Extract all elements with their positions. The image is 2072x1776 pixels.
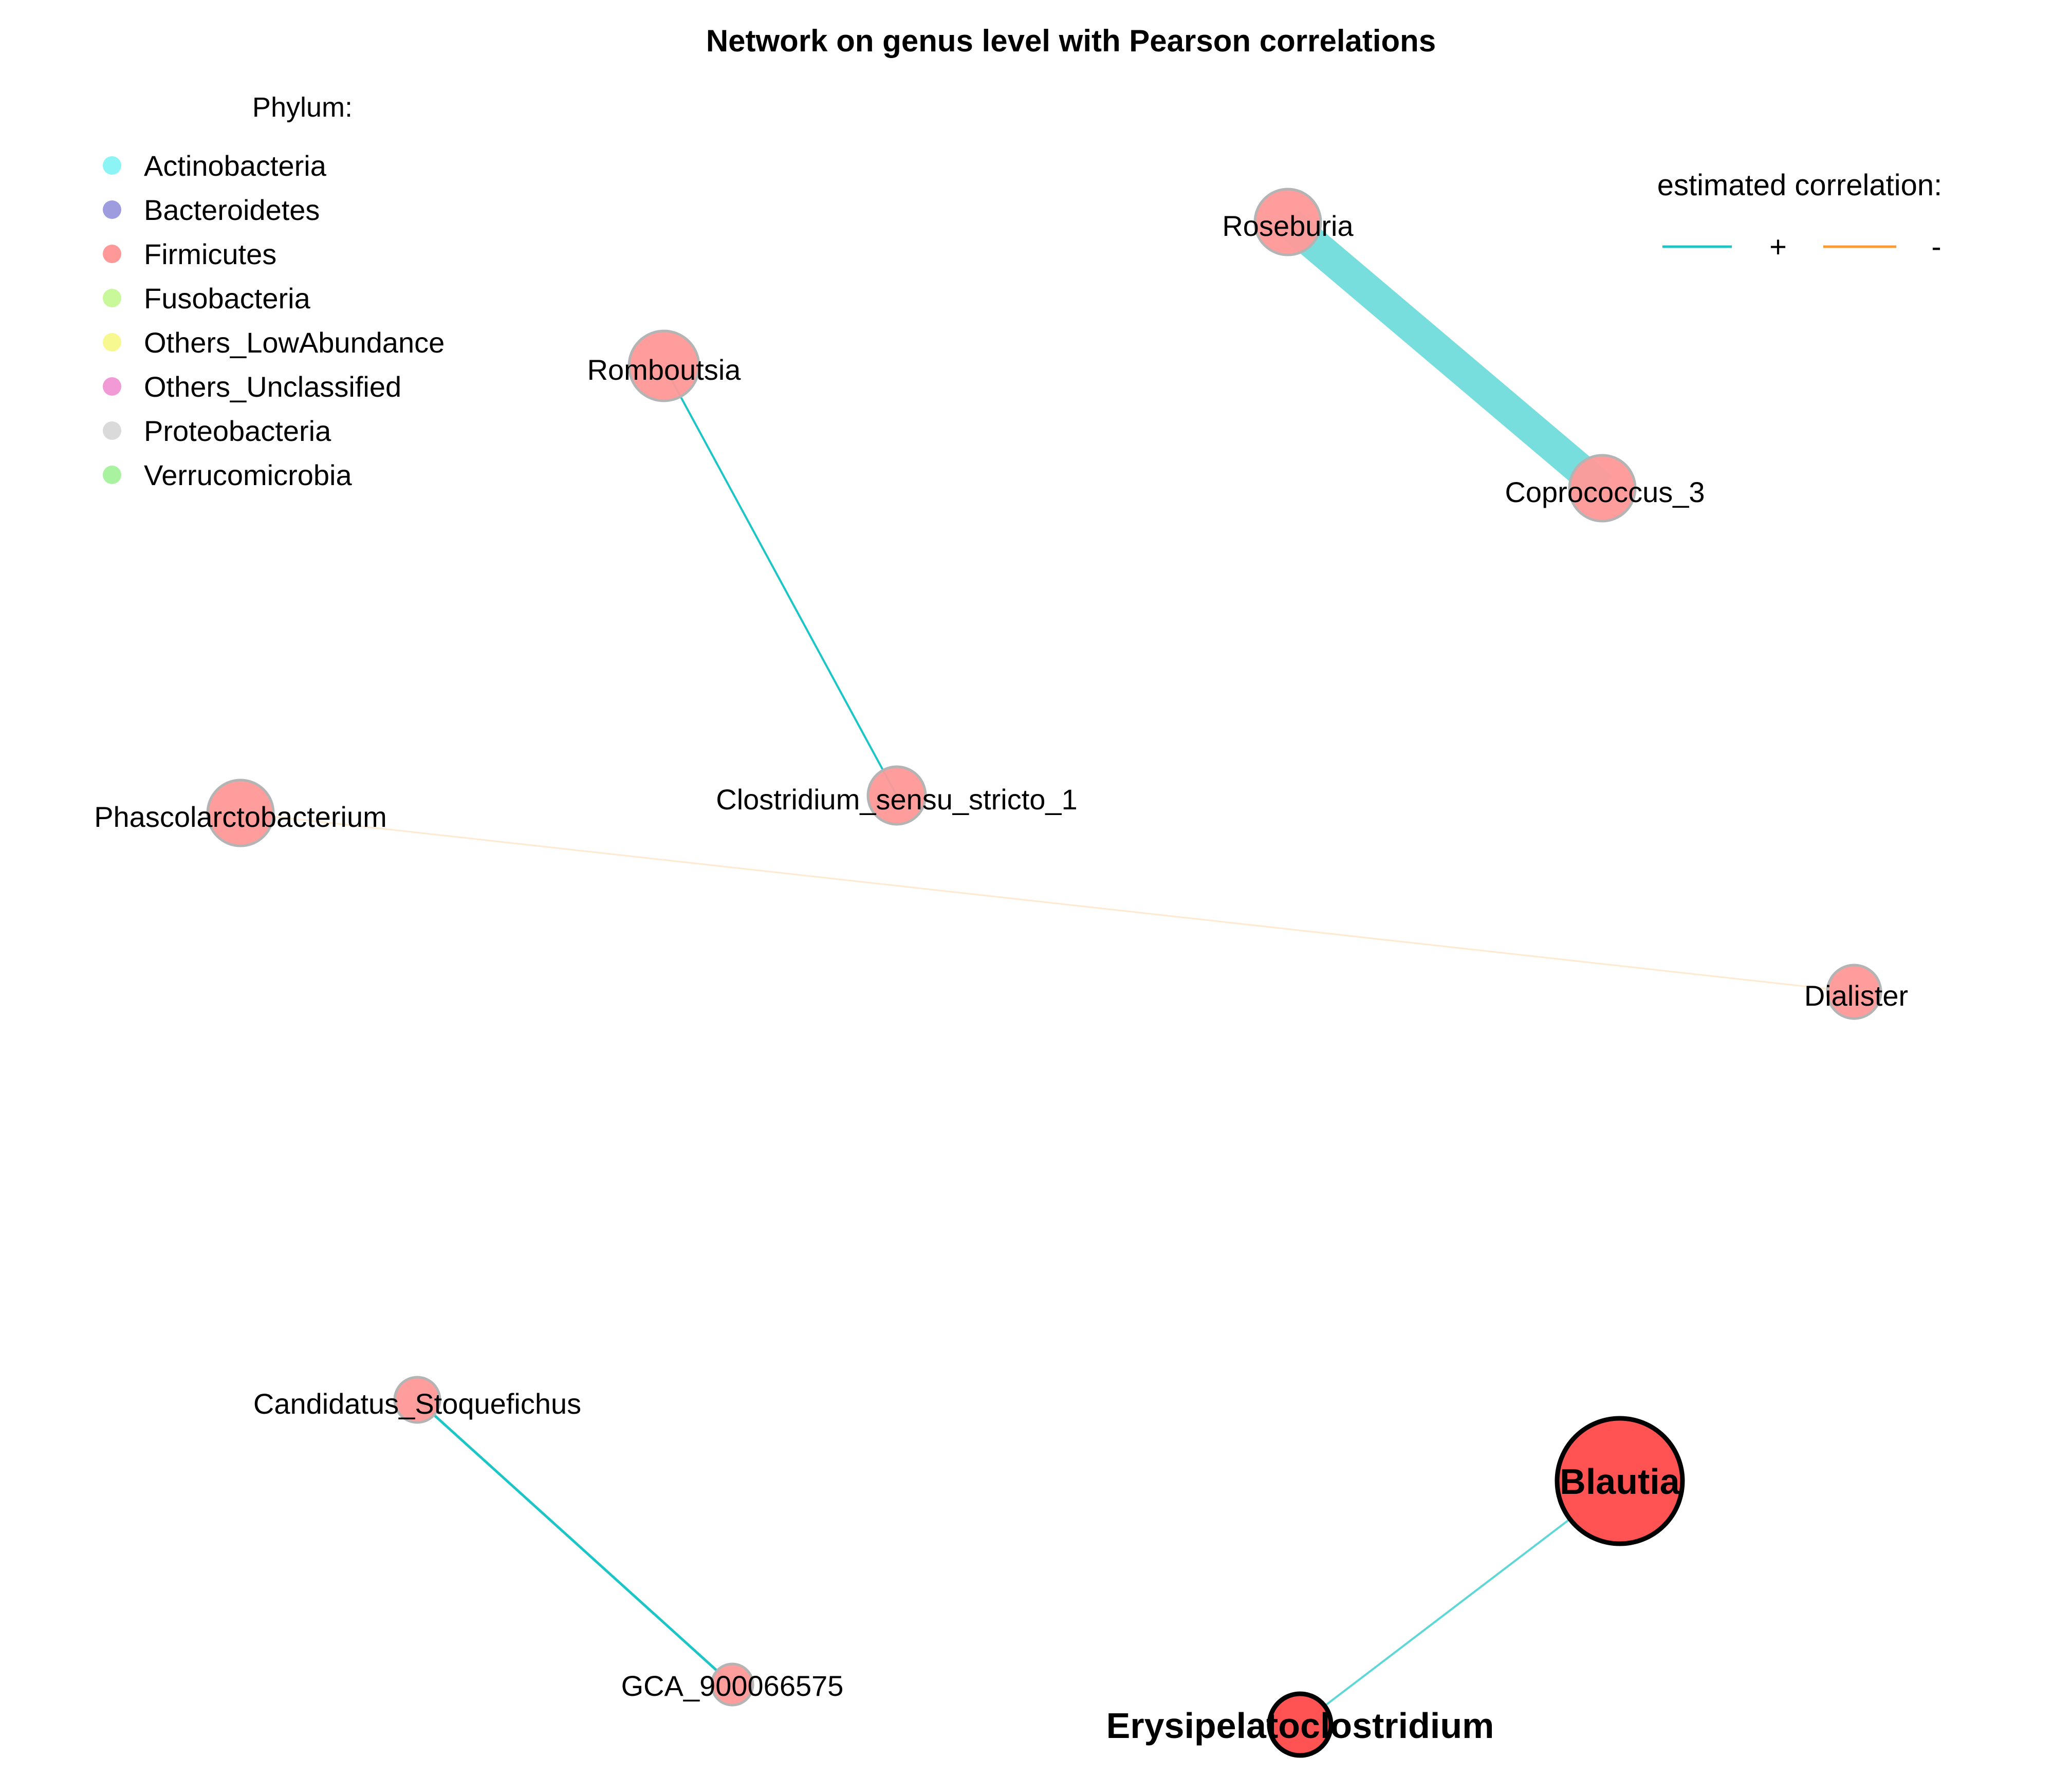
phylum-legend: Phylum: Actinobacteria Bacteroidetes Firmi… (103, 92, 445, 491)
phylum-legend-swatch-fusobacteria (103, 289, 121, 307)
node-roseburia (1253, 188, 1322, 256)
node-dialister (1826, 964, 1882, 1020)
phylum-legend-swatch-firmicutes (103, 245, 121, 263)
phylum-legend-swatch-others-unclassified (103, 377, 121, 396)
edge-phascolarctobacterium-to-dialister (240, 812, 1855, 993)
phylum-legend-swatch-bacteroidetes (103, 200, 121, 219)
node-blautia (1555, 1416, 1685, 1546)
phylum-legend-label-others-unclassified: Others_Unclassified (144, 371, 401, 403)
node-label-gca-900066575: GCA_900066575 (621, 1670, 844, 1702)
network-labels: Roseburia Coprococcus_3 Romboutsia Clostrid… (94, 210, 1908, 1746)
node-gca-900066575 (710, 1662, 754, 1707)
edge-roseburia-to-coprococcus-3 (1277, 210, 1613, 501)
node-label-phascolarctobacterium: Phascolarctobacterium (94, 801, 387, 833)
node-label-roseburia: Roseburia (1222, 210, 1354, 242)
node-phascolarctobacterium (206, 779, 275, 847)
node-erysipelatoclostridium (1267, 1691, 1334, 1758)
phylum-legend-label-proteobacteria: Proteobacteria (144, 415, 331, 447)
correlation-legend-heading: estimated correlation: (1657, 169, 1942, 202)
phylum-legend-label-bacteroidetes: Bacteroidetes (144, 194, 320, 226)
phylum-legend-label-firmicutes: Firmicutes (144, 238, 276, 270)
phylum-legend-label-actinobacteria: Actinobacteria (144, 150, 327, 182)
negative-correlation-key-label: - (1931, 230, 1941, 264)
phylum-legend-swatch-actinobacteria (103, 156, 121, 175)
node-label-romboutsia: Romboutsia (587, 354, 742, 386)
phylum-legend-label-fusobacteria: Fusobacteria (144, 282, 311, 314)
network-edges (240, 210, 1855, 1726)
node-label-coprococcus-3: Coprococcus_3 (1505, 476, 1705, 508)
node-candidatus-stoquefichus (393, 1376, 441, 1424)
node-label-clostridium-sensu-stricto-1: Clostridium_sensu_stricto_1 (716, 783, 1077, 816)
node-label-blautia: Blautia (1560, 1461, 1680, 1502)
node-coprococcus-3 (1568, 454, 1637, 523)
phylum-legend-label-verrucomicrobia: Verrucomicrobia (144, 459, 352, 491)
node-label-erysipelatoclostridium: Erysipelatoclostridium (1106, 1706, 1494, 1746)
edge-romboutsia-to-clostridium-sensu-stricto-1 (663, 365, 898, 796)
network-nodes (206, 188, 1882, 1758)
phylum-legend-label-others-lowabundance: Others_LowAbundance (144, 326, 445, 359)
phylum-legend-swatch-verrucomicrobia (103, 466, 121, 484)
edge-blautia-to-erysipelatoclostridium (1299, 1480, 1621, 1726)
positive-correlation-key-label: + (1769, 230, 1787, 264)
phylum-legend-swatch-proteobacteria (103, 421, 121, 440)
network-title: Network on genus level with Pearson corr… (706, 24, 1436, 58)
node-label-candidatus-stoquefichus: Candidatus_Stoquefichus (253, 1387, 581, 1420)
phylum-legend-swatch-others-lowabundance (103, 333, 121, 351)
node-clostridium-sensu-stricto-1 (866, 765, 927, 826)
phylum-legend-heading: Phylum: (252, 92, 353, 123)
edge-candidatus-stoquefichus-to-gca-900066575 (416, 1399, 733, 1686)
node-romboutsia (627, 329, 700, 402)
correlation-legend: estimated correlation: + - (1657, 169, 1942, 264)
node-label-dialister: Dialister (1804, 979, 1908, 1012)
